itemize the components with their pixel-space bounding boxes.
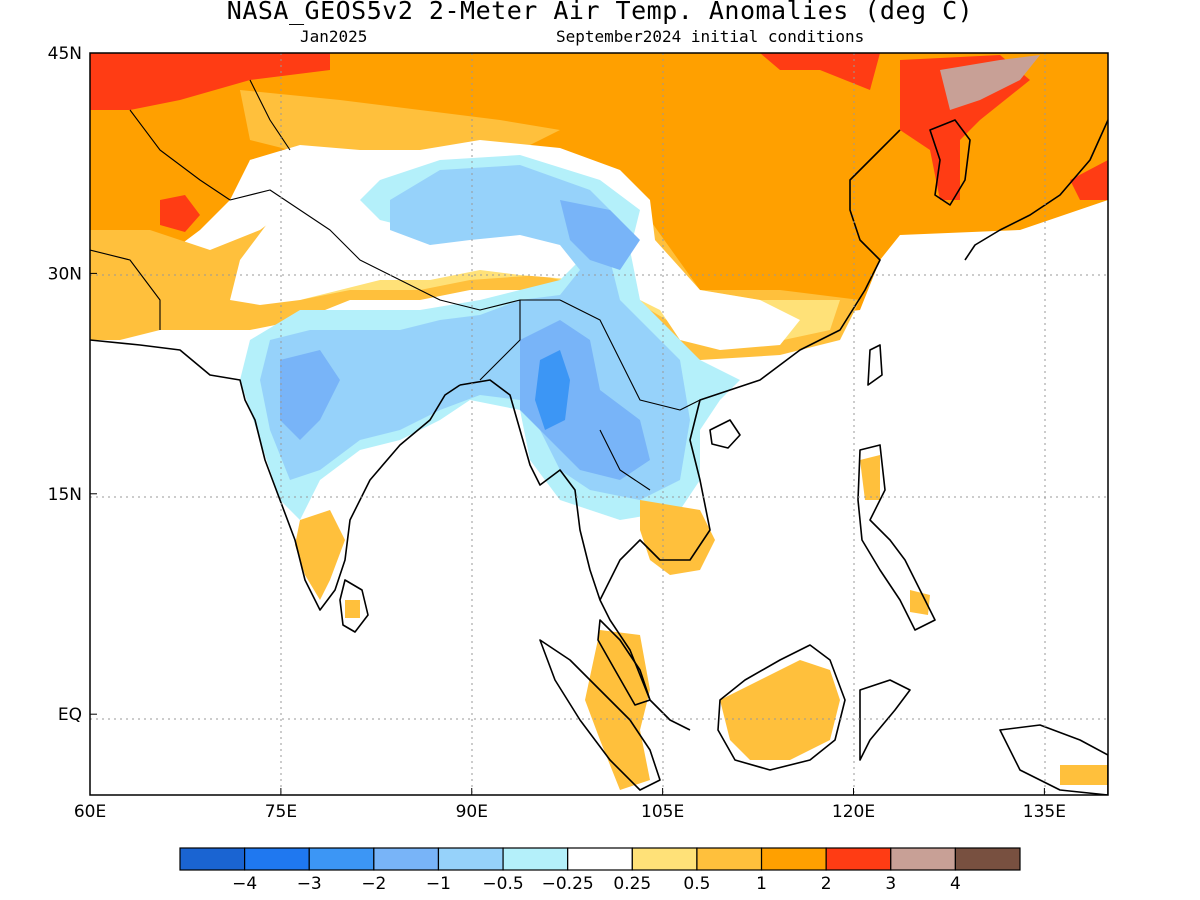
forecast-month: Jan2025 — [300, 27, 368, 46]
map-frame — [89, 52, 1109, 796]
coastlines — [90, 79, 1108, 795]
colorbar-swatch — [244, 847, 310, 871]
colorbar-label: −3 — [297, 874, 322, 894]
colorbar-label: 2 — [821, 874, 832, 894]
anomaly-tan-korea — [940, 55, 1040, 110]
lon-tick-label: 90E — [456, 802, 488, 822]
coast-borders — [90, 79, 701, 491]
coast-indochina — [599, 129, 901, 601]
coast-newguinea — [999, 724, 1108, 795]
colorbar-swatch — [696, 847, 763, 871]
colorbar-swatch — [825, 847, 892, 871]
coast-bay-bengal-east — [459, 379, 691, 731]
coast-taiwan — [867, 344, 883, 386]
colorbar-label: 0.5 — [683, 874, 710, 894]
colorbar-swatch — [502, 847, 569, 871]
anomaly-red-ne — [760, 53, 880, 90]
colorbar-swatch — [890, 847, 956, 871]
anomaly-warm-philippines — [860, 455, 880, 500]
colorbar-swatch — [631, 847, 698, 871]
colorbar-label: 0.25 — [613, 874, 651, 894]
lat-tick-label: 15N — [48, 485, 82, 505]
colorbar-label: 3 — [885, 874, 896, 894]
colorbar-label: 1 — [756, 874, 767, 894]
colorbar-swatch — [437, 847, 504, 871]
coast-korea — [929, 119, 971, 206]
colorbar: −4 −3 −2 −1 −0.5 −0.25 0.25 0.5 1 2 3 4 — [179, 847, 1021, 894]
coast-india — [90, 339, 461, 611]
lon-tick-label: 105E — [641, 802, 684, 822]
graticule — [90, 53, 1108, 795]
anomaly-warm-srilanka — [345, 600, 360, 618]
anomaly-darkblue-core — [535, 350, 570, 430]
colorbar-label: −0.5 — [482, 874, 523, 894]
anomaly-red-nw — [90, 53, 330, 110]
anomaly-midblue-tibet — [560, 200, 640, 270]
coast-srilanka — [339, 579, 369, 633]
coast-philippines — [857, 444, 936, 631]
map-title: NASA_GEOS5v2 2-Meter Air Temp. Anomalies… — [226, 0, 974, 25]
anomaly-warm-sulawesi — [910, 590, 930, 615]
anomaly-warm-sumatra — [585, 630, 650, 790]
coast-japan — [964, 119, 1108, 261]
lat-tick-label: EQ — [58, 705, 82, 725]
colorbar-label: −0.25 — [542, 874, 594, 894]
lon-tick-label: 75E — [265, 802, 297, 822]
anomaly-warm-cambodia — [640, 500, 715, 575]
lon-tick-label: 60E — [74, 802, 106, 822]
coast-borneo — [717, 644, 846, 771]
coast-malay — [597, 619, 651, 706]
colorbar-swatch — [179, 847, 246, 871]
coast-hainan — [709, 419, 741, 449]
colorbar-swatch — [308, 847, 375, 871]
latitude-axis: 45N 30N 15N EQ — [48, 44, 97, 725]
colorbar-label: 4 — [950, 874, 961, 894]
colorbar-swatch — [760, 847, 827, 871]
anomaly-red-afghan — [160, 195, 200, 232]
anomaly-warm-india-south — [295, 510, 345, 600]
colorbar-label: −2 — [361, 874, 386, 894]
colorbar-swatch — [954, 847, 1021, 871]
initial-conditions-label: September2024 initial conditions — [556, 27, 865, 46]
anomaly-field — [90, 53, 1108, 790]
colorbar-swatch — [567, 847, 633, 871]
lat-tick-label: 45N — [48, 44, 82, 64]
anomaly-warm-borneo — [720, 660, 840, 760]
lon-tick-label: 120E — [832, 802, 875, 822]
lon-tick-label: 135E — [1023, 802, 1066, 822]
colorbar-label: −1 — [426, 874, 451, 894]
colorbar-swatch — [373, 847, 440, 871]
anomaly-warm-newguinea — [1060, 765, 1108, 785]
lat-tick-label: 30N — [48, 264, 82, 284]
coast-sulawesi — [859, 679, 911, 761]
anomaly-red-japan — [1070, 160, 1108, 200]
colorbar-label: −4 — [232, 874, 257, 894]
anomaly-midblue-india — [280, 350, 340, 440]
longitude-axis: 60E 75E 90E 105E 120E 135E — [74, 788, 1066, 822]
coast-sumatra — [539, 639, 661, 791]
